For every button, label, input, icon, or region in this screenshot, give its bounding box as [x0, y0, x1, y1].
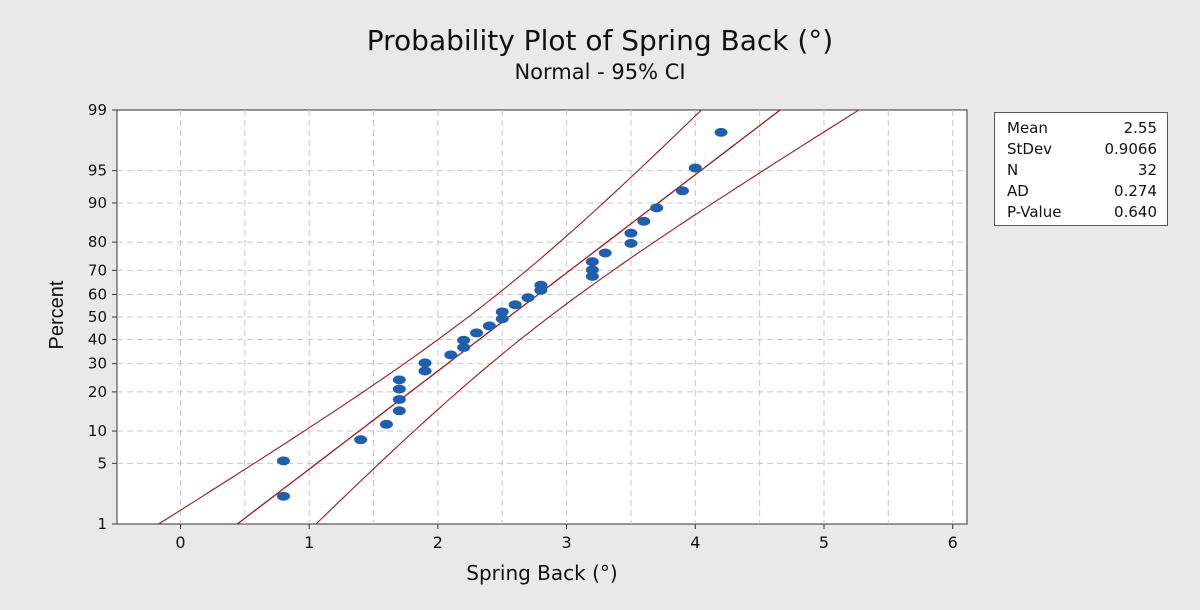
- data-point: [470, 328, 484, 338]
- y-axis-label: Percent: [46, 280, 68, 349]
- y-tick-label: 50: [88, 308, 107, 326]
- stats-legend-box: Mean 2.55 StDev 0.9066 N 32 AD 0.274 P-V…: [994, 112, 1168, 226]
- y-tick-label: 90: [88, 194, 107, 212]
- data-point: [495, 314, 509, 324]
- data-point: [598, 248, 612, 258]
- x-tick-label: 1: [304, 533, 314, 552]
- stat-row-p-value: P-Value 0.640: [1007, 202, 1157, 223]
- stat-label: AD: [1007, 182, 1029, 200]
- data-point: [675, 186, 689, 196]
- plot-lines-group: [157, 110, 860, 524]
- data-point: [585, 265, 599, 275]
- data-point: [585, 257, 599, 267]
- y-tick-label: 70: [88, 261, 107, 279]
- y-tick-label: 5: [97, 454, 107, 472]
- x-tick-label: 5: [819, 533, 829, 552]
- stat-label: N: [1007, 161, 1019, 179]
- y-tick-label: 95: [88, 162, 107, 180]
- x-tick-label: 0: [175, 533, 185, 552]
- x-tick-label: 3: [562, 533, 572, 552]
- data-point: [650, 203, 664, 213]
- data-point: [276, 456, 290, 466]
- data-point: [276, 491, 290, 501]
- data-point: [392, 384, 406, 394]
- stat-value: 0.274: [1114, 182, 1157, 200]
- data-point: [508, 300, 522, 310]
- data-point: [521, 293, 535, 303]
- data-point: [624, 238, 638, 248]
- y-tick-label: 60: [88, 285, 107, 303]
- ci-lower-band: [157, 110, 703, 524]
- data-point: [457, 342, 471, 352]
- stat-value: 0.640: [1114, 203, 1157, 221]
- data-point: [624, 228, 638, 238]
- y-tick-label: 99: [88, 101, 107, 119]
- stat-row-stdev: StDev 0.9066: [1007, 139, 1157, 160]
- stat-value: 0.9066: [1104, 140, 1158, 158]
- fitted-line: [236, 110, 782, 524]
- data-point: [444, 350, 458, 360]
- data-point: [495, 307, 509, 317]
- data-point: [457, 335, 471, 345]
- y-tick-label: 10: [88, 422, 107, 440]
- y-tick-label: 30: [88, 355, 107, 373]
- x-tick-label: 2: [433, 533, 443, 552]
- data-point: [482, 321, 496, 331]
- chart-title: Probability Plot of Spring Back (°): [366, 24, 834, 57]
- data-point: [379, 419, 393, 429]
- x-tick-label: 6: [948, 533, 958, 552]
- stat-row-mean: Mean 2.55: [1007, 118, 1157, 139]
- data-point: [534, 280, 548, 290]
- ci-upper-band: [315, 110, 860, 524]
- data-point: [714, 127, 728, 137]
- stat-label: P-Value: [1007, 203, 1062, 221]
- y-tick-label: 40: [88, 331, 107, 349]
- y-tick-label: 20: [88, 383, 107, 401]
- stat-label: Mean: [1007, 119, 1048, 137]
- data-point: [418, 358, 432, 368]
- y-tick-label: 1: [97, 515, 107, 533]
- data-point: [637, 216, 651, 226]
- data-point: [354, 435, 368, 445]
- x-axis-label: Spring Back (°): [466, 561, 617, 585]
- stat-row-ad: AD 0.274: [1007, 181, 1157, 202]
- stat-value: 32: [1137, 161, 1157, 179]
- data-point: [418, 366, 432, 376]
- data-point: [392, 375, 406, 385]
- stat-label: StDev: [1007, 140, 1053, 158]
- data-point: [585, 271, 599, 281]
- stat-value: 2.55: [1123, 119, 1157, 137]
- x-tick-label: 4: [690, 533, 700, 552]
- y-tick-label: 80: [88, 233, 107, 251]
- stat-row-n: N 32: [1007, 160, 1157, 181]
- data-point: [392, 394, 406, 404]
- data-point: [688, 163, 702, 173]
- chart-subtitle: Normal - 95% CI: [514, 60, 686, 84]
- data-point: [392, 406, 406, 416]
